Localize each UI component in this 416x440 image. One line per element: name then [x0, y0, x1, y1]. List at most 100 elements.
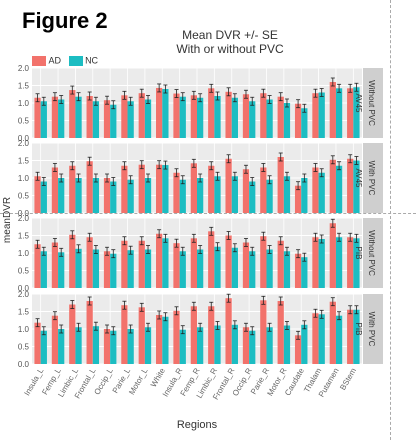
- bar-ad: [156, 315, 163, 364]
- bar-nc: [353, 87, 360, 138]
- bar-nc: [231, 247, 238, 288]
- bar-ad: [156, 87, 163, 138]
- bar-ad: [69, 304, 76, 364]
- bar-nc: [335, 315, 343, 364]
- bar-ad: [347, 237, 354, 288]
- bar-nc: [214, 96, 221, 138]
- bar-ad: [86, 237, 93, 288]
- bar-nc: [92, 249, 100, 288]
- bar-ad: [51, 96, 59, 138]
- x-tick-label: BStem: [338, 366, 358, 392]
- y-tick-label: 1.5: [18, 157, 30, 166]
- bar-nc: [40, 181, 47, 213]
- y-tick-label: 1.0: [18, 99, 30, 108]
- bar-ad: [173, 93, 180, 138]
- bar-ad: [34, 97, 41, 138]
- bar-nc: [75, 96, 82, 138]
- facet-strip-label: Without PVC: [367, 80, 376, 126]
- bar-ad: [173, 310, 180, 364]
- bar-nc: [92, 178, 100, 213]
- legend-swatch-ad: [32, 55, 46, 66]
- bar-nc: [197, 249, 204, 288]
- bar-nc: [144, 99, 152, 138]
- bar-ad: [294, 335, 302, 364]
- bar-ad: [69, 165, 76, 213]
- bar-ad: [242, 169, 250, 213]
- bar-nc: [144, 249, 152, 288]
- y-tick-label: 0.5: [18, 343, 30, 352]
- bar-ad: [242, 242, 250, 288]
- facet-tracer-label: AV45: [354, 169, 363, 189]
- bar-ad: [260, 93, 267, 138]
- bar-ad: [173, 172, 180, 213]
- bar-nc: [75, 248, 82, 288]
- y-tick-label: 1.5: [18, 308, 30, 317]
- bar-nc: [301, 178, 308, 213]
- y-tick-label: 0.5: [18, 267, 30, 276]
- y-axis-title: meanDVR: [2, 197, 13, 243]
- bar-nc: [266, 327, 273, 364]
- y-tick-label: 0.0: [18, 360, 30, 369]
- y-tick-label: 2.0: [18, 139, 30, 148]
- y-tick-label: 1.0: [18, 325, 30, 334]
- bar-ad: [121, 95, 128, 138]
- bar-nc: [197, 178, 204, 213]
- x-tick-label: White: [149, 366, 167, 389]
- bar-nc: [197, 327, 204, 364]
- bar-ad: [121, 165, 128, 213]
- bar-ad: [312, 313, 319, 364]
- bar-nc: [249, 101, 256, 138]
- bar-nc: [144, 327, 152, 364]
- y-tick-label: 1.5: [18, 82, 30, 91]
- bar-nc: [40, 101, 47, 138]
- bar-nc: [318, 314, 325, 364]
- bar-nc: [214, 176, 221, 213]
- bar-nc: [318, 172, 325, 213]
- bar-ad: [86, 301, 93, 364]
- bar-ad: [103, 178, 111, 213]
- bar-nc: [283, 251, 291, 288]
- bar-nc: [353, 160, 360, 213]
- bar-nc: [318, 92, 325, 138]
- bar-nc: [110, 181, 117, 213]
- bar-nc: [127, 101, 134, 138]
- bar-nc: [353, 238, 360, 288]
- bar-nc: [40, 330, 47, 364]
- y-tick-label: 0.0: [18, 284, 30, 293]
- bar-ad: [173, 243, 180, 288]
- facet-strip: [363, 294, 383, 364]
- bar-ad: [329, 223, 336, 288]
- bar-nc: [92, 101, 100, 138]
- bar-nc: [162, 316, 169, 364]
- bar-nc: [335, 88, 343, 138]
- bar-nc: [58, 329, 65, 364]
- facet-tracer-label: PIB: [354, 247, 363, 260]
- bar-ad: [190, 95, 197, 138]
- y-tick-label: 1.0: [18, 249, 30, 258]
- bar-ad: [190, 238, 197, 288]
- bar-ad: [34, 244, 41, 288]
- bar-ad: [260, 300, 267, 364]
- bar-ad: [121, 305, 128, 364]
- bar-nc: [335, 165, 343, 213]
- y-tick-label: 0.5: [18, 117, 30, 126]
- bar-nc: [301, 108, 308, 138]
- bar-ad: [138, 307, 145, 364]
- y-tick-label: 0.5: [18, 192, 30, 201]
- bar-nc: [249, 181, 256, 213]
- guide-line-vertical: [390, 0, 391, 440]
- bar-nc: [179, 96, 186, 138]
- bar-nc: [40, 251, 47, 288]
- bar-nc: [197, 97, 204, 138]
- facet-tracer-label: PIB: [354, 323, 363, 336]
- bar-nc: [58, 178, 65, 213]
- bar-nc: [162, 165, 169, 213]
- bar-ad: [347, 158, 354, 213]
- bar-nc: [266, 249, 273, 288]
- facet-strip-label: With PVC: [367, 312, 376, 347]
- bar-ad: [138, 240, 145, 288]
- figure-label: Figure 2: [22, 8, 108, 33]
- bar-ad: [277, 96, 284, 138]
- facet-tracer-label: AV45: [354, 94, 363, 114]
- bar-nc: [301, 324, 308, 364]
